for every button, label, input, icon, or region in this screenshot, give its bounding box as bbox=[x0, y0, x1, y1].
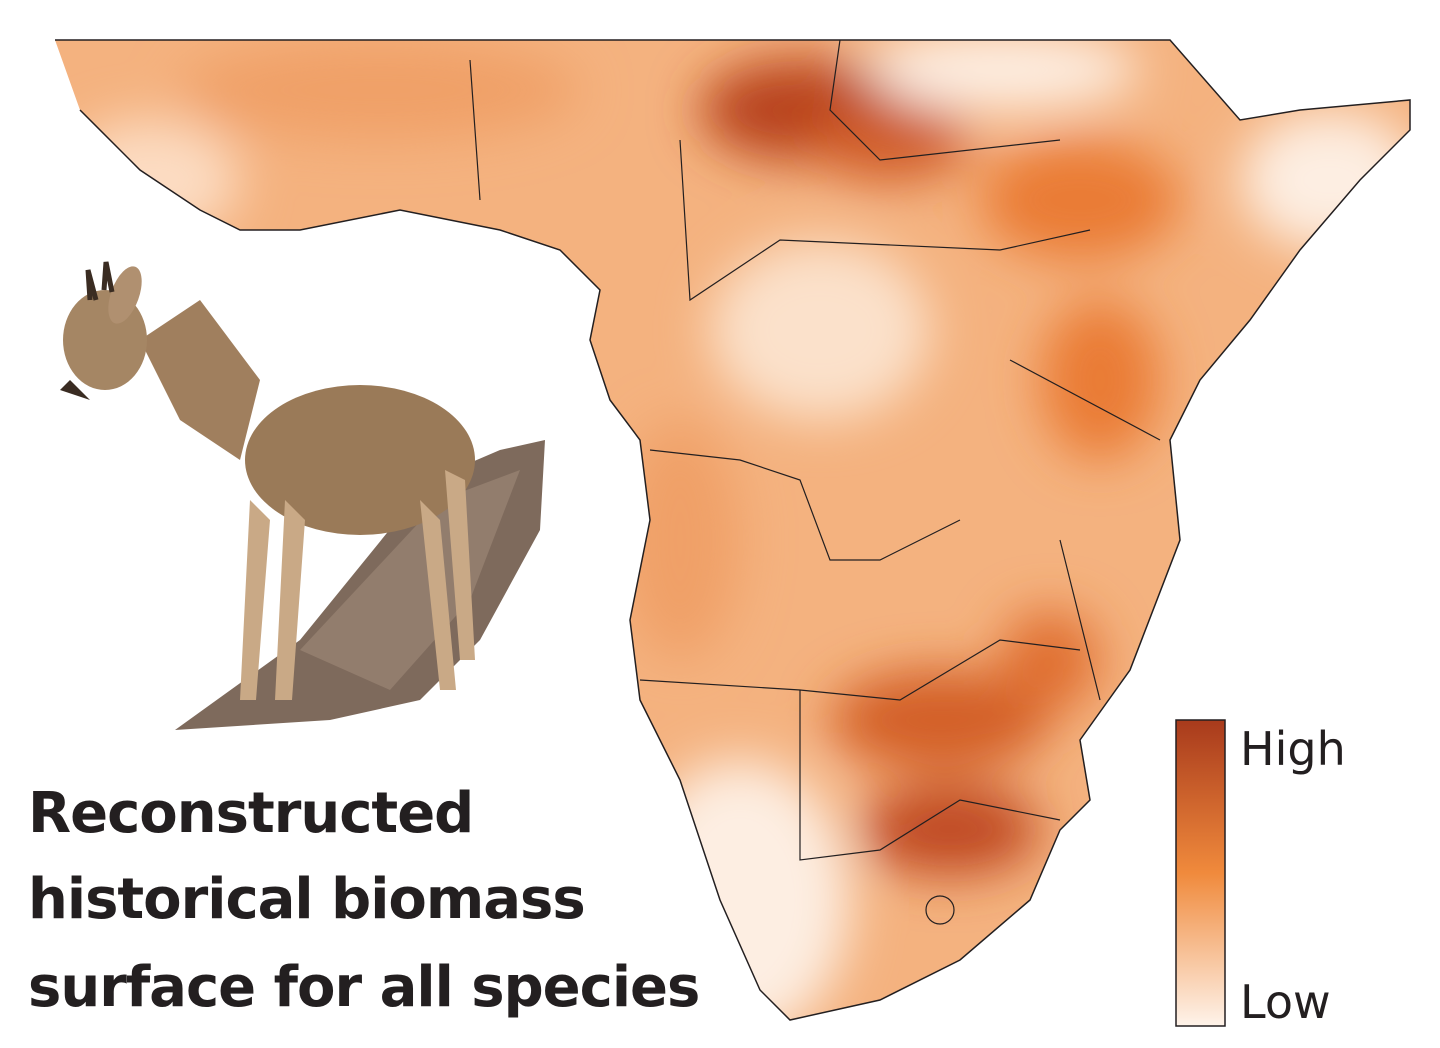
legend-low: Low bbox=[1240, 975, 1331, 1029]
title-line: surface for all species bbox=[28, 955, 699, 1020]
legend-high: High bbox=[1240, 722, 1346, 776]
borders bbox=[469, 39, 1161, 925]
legend-colorbar bbox=[1175, 719, 1226, 1027]
coastline bbox=[55, 39, 1411, 1021]
title-line: Reconstructed bbox=[28, 781, 473, 846]
antelope-photo bbox=[60, 261, 545, 730]
title-line: historical biomass bbox=[28, 867, 585, 932]
